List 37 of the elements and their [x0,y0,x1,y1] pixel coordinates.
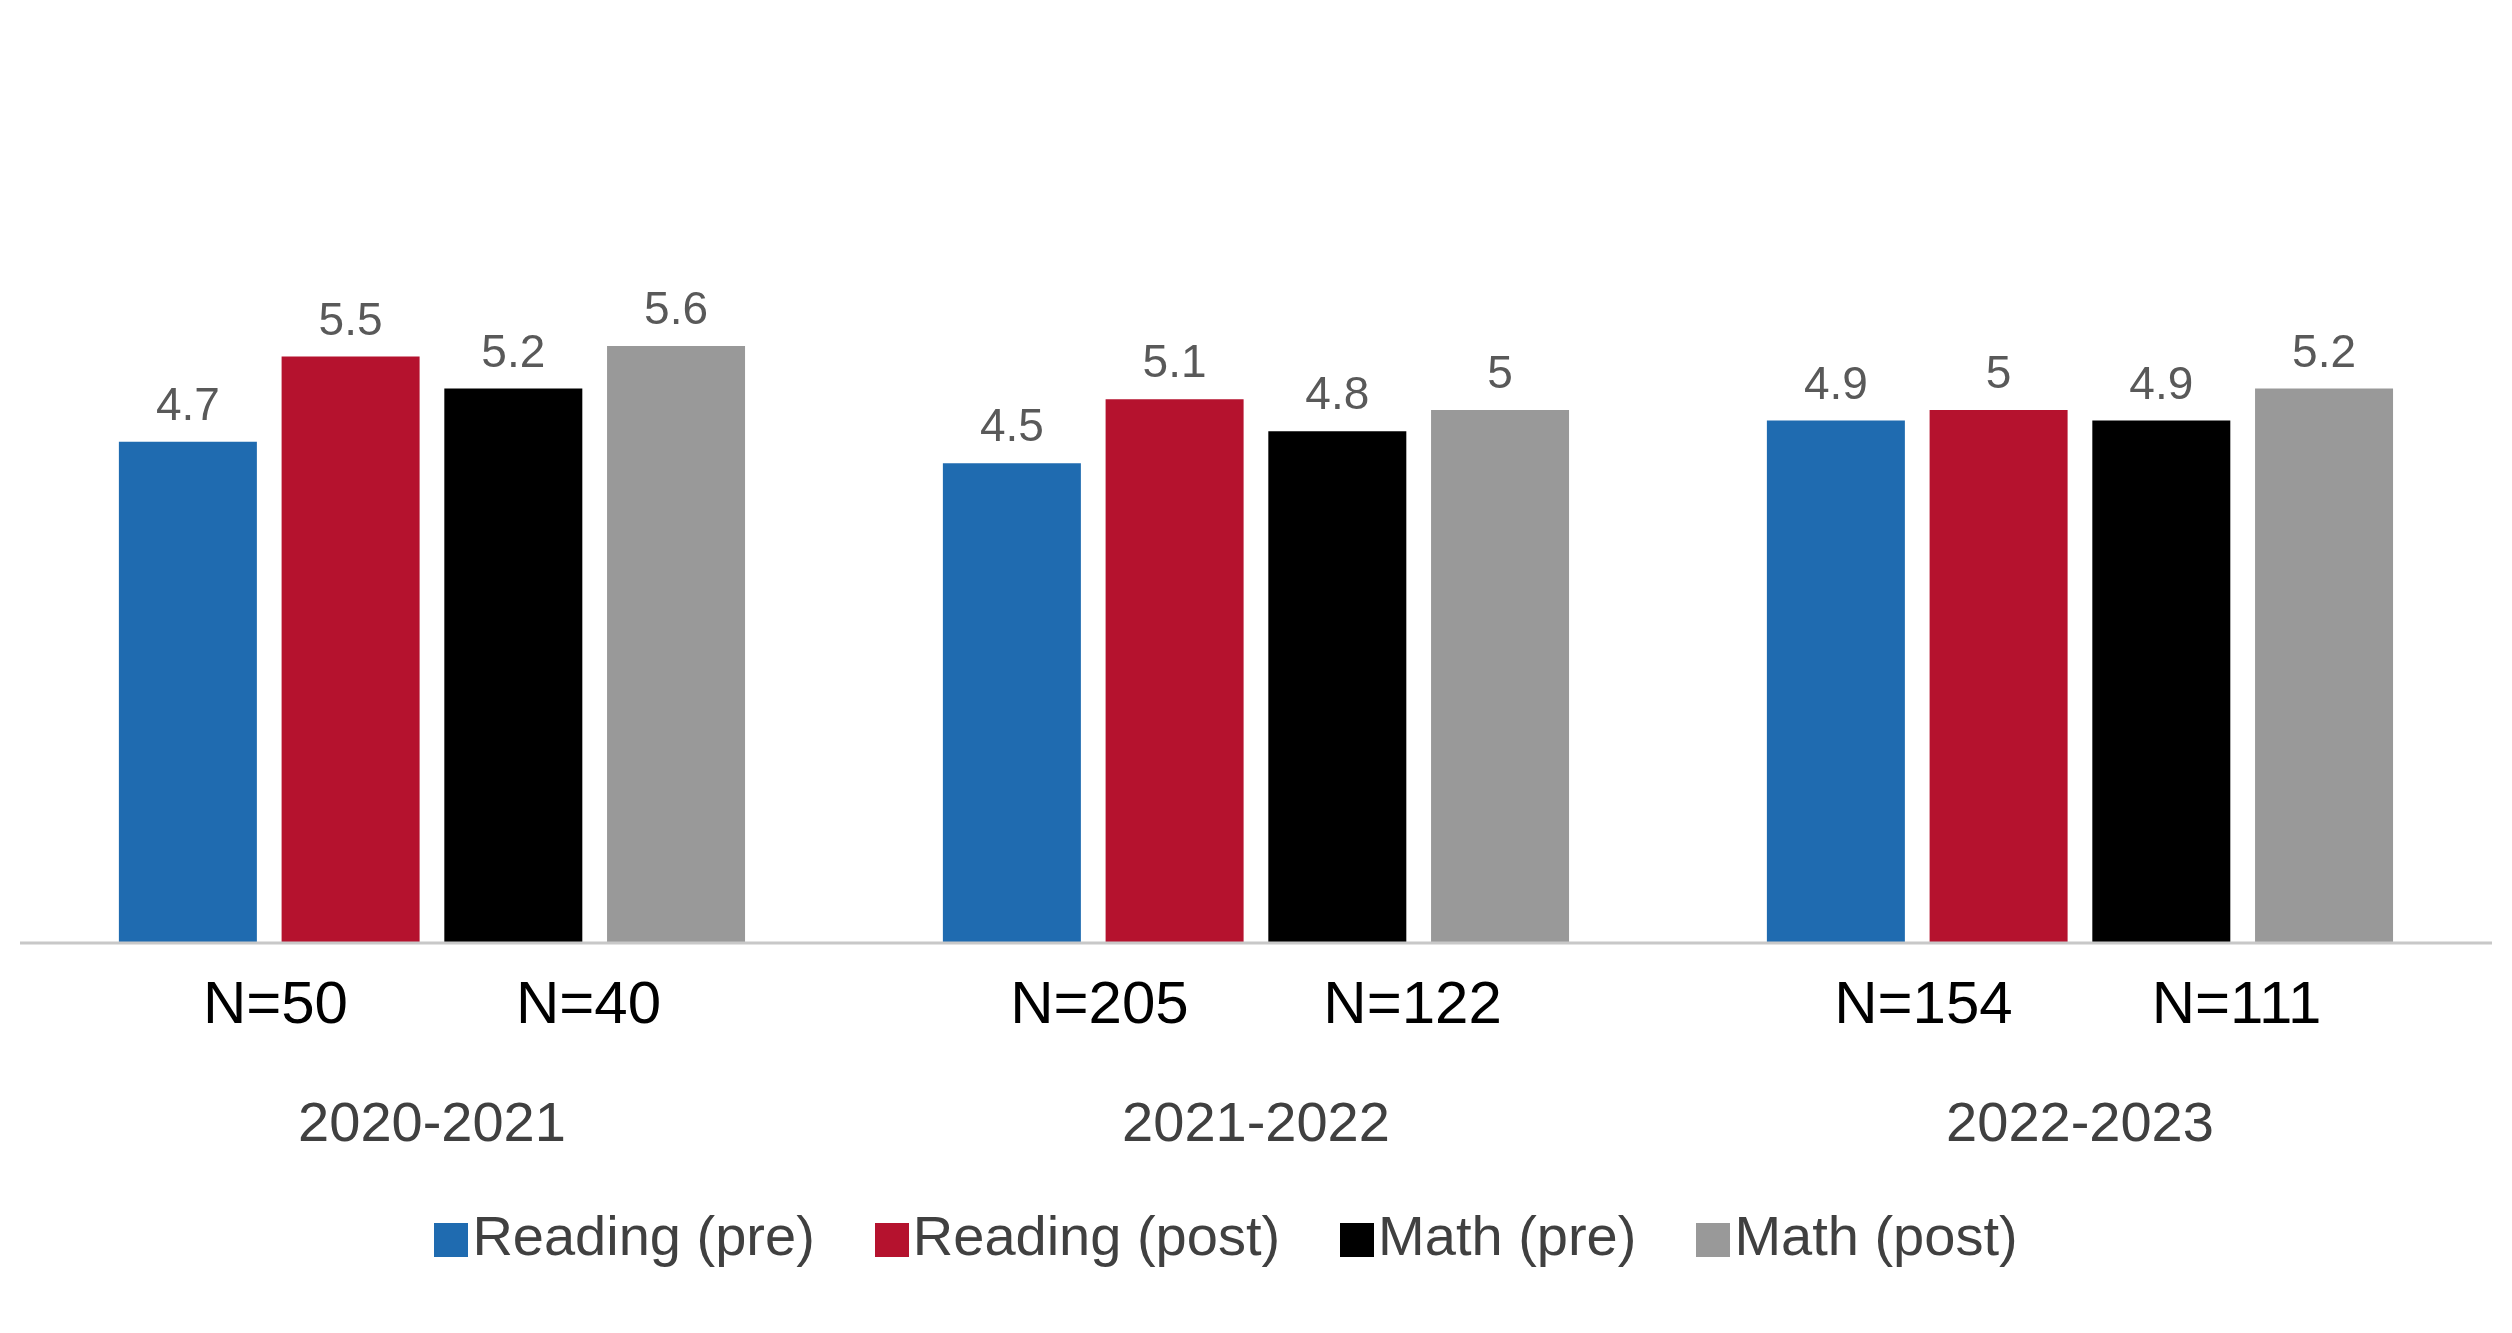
data-label: 5.2 [481,324,546,377]
legend-label: Math (post) [1734,1204,2018,1267]
bar [942,463,1081,943]
bar [444,388,583,943]
bar [607,345,746,943]
data-label: 5.6 [644,281,709,334]
bar [118,441,257,943]
legend-label: Reading (post) [912,1204,1281,1267]
bar [281,356,420,943]
bar [2255,388,2394,943]
text: N=122 [1322,968,1503,1037]
bar [1929,409,2068,943]
text: N=40 [515,968,663,1037]
legend-label: Reading (pre) [472,1204,815,1267]
data-label: 5.2 [2292,324,2357,377]
legend-label: Math (pre) [1378,1204,1637,1267]
x-tick-label: 2021-2022 [1122,1089,1390,1153]
data-label: 4.7 [155,377,220,430]
text: N=50 [201,968,349,1037]
data-label: 4.5 [979,399,1044,452]
text: N=205 [1009,968,1190,1037]
text: N=111 [2150,968,2323,1037]
data-label: 4.9 [1803,356,1868,409]
bar [1268,431,1407,943]
data-label: 4.8 [1305,367,1370,420]
bar [1766,420,1905,943]
data-label: 5 [1985,345,2012,398]
x-tick-label: 2022-2023 [1946,1089,2214,1153]
bar [2092,420,2231,943]
data-label: 5.5 [318,292,383,345]
bar [1105,399,1244,943]
bar [1431,409,1570,943]
data-label: 5 [1487,345,1513,398]
data-label: 5.1 [1142,335,1207,388]
data-label: 4.9 [2129,356,2194,409]
x-tick-label: 2020-2021 [298,1089,566,1153]
text: N=154 [1833,968,2014,1037]
